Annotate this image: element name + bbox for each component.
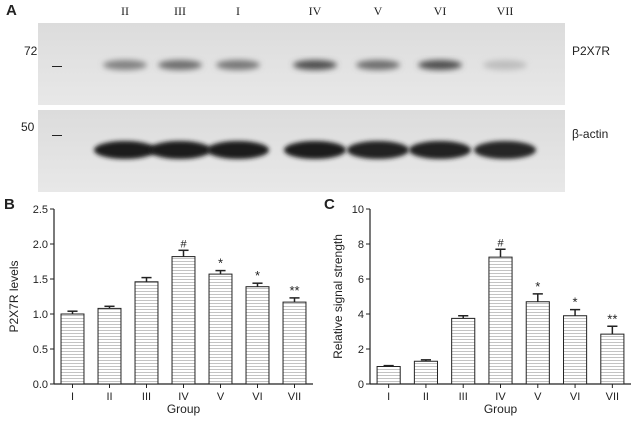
blot-band [474, 141, 536, 159]
marker-72-tick [52, 66, 62, 67]
y-axis-label: P2X7R levels [7, 260, 21, 332]
y-tick-label: 4 [358, 309, 364, 321]
label-beta-actin: β-actin [572, 127, 609, 141]
x-axis-label: Group [167, 402, 201, 416]
x-tick-label: III [142, 391, 151, 403]
x-axis-label: Group [484, 402, 518, 416]
significance-marker: * [255, 268, 260, 283]
y-tick-label: 0.5 [33, 344, 48, 356]
significance-marker: * [535, 279, 540, 294]
y-tick-label: 2.5 [33, 204, 48, 216]
x-tick-label: V [217, 391, 225, 403]
y-axis-label: Relative signal strength [331, 234, 345, 359]
x-tick-label: I [387, 391, 390, 403]
lane-label-vi: VI [433, 4, 447, 18]
bar-ii [413, 360, 438, 385]
panel-letter-b: B [4, 196, 15, 213]
blot-band [418, 60, 462, 70]
significance-marker: # [497, 237, 504, 249]
x-tick-label: I [71, 391, 74, 403]
lane-label-i: I [236, 4, 240, 18]
bar-vii [600, 333, 625, 385]
y-tick-label: 1.5 [33, 274, 48, 286]
x-tick-label: VII [606, 391, 619, 403]
significance-marker: * [218, 256, 223, 271]
blot-band [103, 60, 147, 70]
bar-iii [134, 281, 159, 385]
blot-band [483, 60, 527, 70]
y-tick-label: 2 [358, 344, 364, 356]
significance-marker: ** [289, 283, 299, 298]
blot-band [409, 141, 471, 159]
bar-i [60, 313, 85, 385]
y-tick-label: 8 [358, 239, 364, 251]
significance-marker: ** [607, 311, 617, 326]
bar-v [208, 273, 233, 385]
bar-v [525, 301, 550, 385]
marker-50: 50 [21, 120, 35, 134]
blot-band [356, 60, 400, 70]
x-tick-label: VI [252, 391, 262, 403]
x-tick-label: IV [495, 391, 506, 403]
marker-50-tick [52, 135, 62, 136]
x-tick-label: II [423, 391, 429, 403]
actin-blot [38, 110, 565, 192]
y-tick-label: 0.0 [33, 379, 48, 391]
y-tick-label: 10 [352, 204, 364, 216]
y-tick-label: 0 [358, 379, 364, 391]
x-tick-label: II [106, 391, 112, 403]
x-tick-label: VII [288, 391, 301, 403]
lane-label-v: V [373, 4, 383, 18]
y-tick-label: 1.0 [33, 309, 48, 321]
significance-marker: * [573, 295, 578, 310]
p2x7r-blot [38, 23, 565, 105]
bar-i [376, 366, 401, 385]
lane-label-iii: III [174, 4, 186, 18]
marker-72: 72 [24, 44, 38, 58]
actin-blot-image [38, 110, 565, 192]
lane-label-iv: IV [308, 4, 322, 18]
lane-label-ii: II [121, 4, 129, 18]
blot-band [207, 141, 269, 159]
x-tick-label: IV [178, 391, 189, 403]
bar-vi [245, 286, 270, 385]
blot-band [158, 60, 202, 70]
x-tick-label: III [459, 391, 468, 403]
blot-band [216, 60, 260, 70]
blot-band [94, 141, 156, 159]
x-tick-label: V [534, 391, 542, 403]
bar-ii [97, 307, 122, 385]
significance-marker: # [180, 238, 187, 250]
label-p2x7r: P2X7R [572, 44, 611, 58]
bar-iii [451, 317, 476, 385]
bar-vii [282, 301, 307, 385]
p2x7r-blot-image [38, 23, 565, 105]
bar-iv [171, 256, 196, 385]
y-tick-label: 6 [358, 274, 364, 286]
blot-band [284, 141, 346, 159]
panel-letter-c: C [324, 196, 335, 213]
lane-label-vii: VII [496, 4, 514, 18]
panel-letter-a: A [6, 2, 17, 19]
bar-vi [563, 315, 588, 385]
bar-iv [488, 256, 513, 385]
blot-band [347, 141, 409, 159]
blot-band [293, 60, 337, 70]
y-tick-label: 2.0 [33, 239, 48, 251]
x-tick-label: VI [570, 391, 580, 403]
blot-band [149, 141, 211, 159]
